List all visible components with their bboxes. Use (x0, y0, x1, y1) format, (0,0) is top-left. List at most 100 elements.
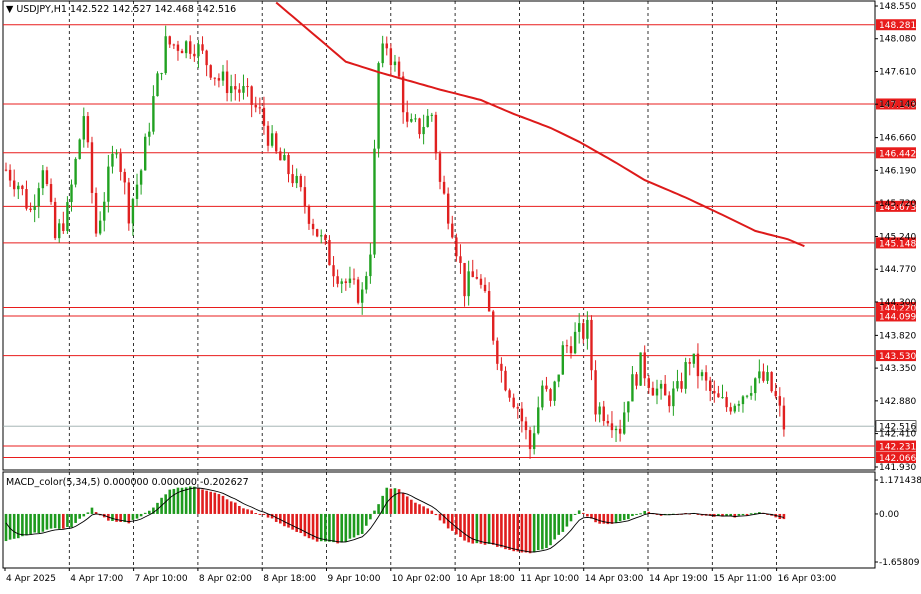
level-tag (876, 200, 916, 212)
level-tag (876, 452, 916, 464)
candle-down (279, 151, 282, 161)
macd-bar (639, 513, 642, 515)
macd-bar (205, 490, 208, 514)
candle-up (78, 139, 81, 159)
level-label: 142.231 (879, 443, 916, 453)
level-tag (876, 440, 916, 452)
macd-bar (287, 513, 290, 528)
candle-down (250, 86, 253, 105)
macd-bar (184, 487, 188, 514)
macd-bar (389, 488, 393, 514)
candle-down (459, 256, 462, 263)
x-tick-label: 11 Apr 10:00 (520, 574, 579, 584)
candle-up (184, 41, 188, 54)
candle-down (713, 390, 716, 394)
macd-bar (348, 513, 352, 539)
macd-bar (536, 513, 540, 551)
macd-bar (164, 494, 167, 514)
macd-bar (291, 513, 294, 530)
candle-down (704, 372, 708, 381)
candle-up (721, 397, 724, 399)
macd-bar (45, 513, 49, 530)
macd-bar (782, 513, 786, 520)
candle-up (655, 388, 659, 396)
candle-up (741, 396, 745, 405)
candle-up (365, 276, 368, 290)
candle-up (733, 405, 736, 412)
macd-bar (324, 513, 327, 542)
current-price-label: 142.516 (879, 423, 916, 433)
macd-bar (418, 504, 421, 514)
candle-down (266, 125, 270, 146)
candle-down (262, 107, 266, 126)
macd-bar (131, 513, 135, 520)
macd-bar (299, 513, 303, 534)
macd-bar (455, 513, 458, 535)
level-label: 143.530 (879, 352, 916, 362)
candle-up (148, 131, 151, 137)
macd-bar (364, 513, 368, 526)
x-tick-label: 15 Apr 11:00 (713, 574, 772, 584)
macd-bar (258, 513, 262, 515)
candle-down (123, 171, 126, 183)
macd-bar (520, 513, 524, 553)
level-label: 142.066 (879, 454, 916, 464)
macd-bar (262, 513, 266, 515)
x-tick-label: 8 Apr 02:00 (199, 574, 252, 584)
macd-bar (590, 513, 593, 519)
candle-up (33, 206, 36, 210)
macd-bar (225, 499, 229, 514)
candle-down (717, 393, 720, 398)
candle-up (74, 158, 77, 185)
macd-bar (696, 513, 700, 515)
macd-bar (176, 487, 180, 514)
candle-down (193, 53, 196, 57)
candle-down (172, 44, 176, 46)
macd-bar (516, 513, 520, 552)
candle-down (512, 397, 515, 408)
candle-down (401, 76, 405, 113)
x-tick-label: 4 Apr 2025 (6, 574, 56, 584)
y-tick-label: 143.350 (879, 364, 916, 374)
macd-bar (283, 513, 286, 527)
candle-down (442, 181, 446, 194)
candle-down (483, 284, 487, 292)
candle-up (430, 114, 434, 116)
candle-up (283, 154, 286, 161)
candle-up (623, 412, 626, 434)
candle-down (12, 180, 16, 190)
candle-down (770, 372, 773, 392)
macd-bar (229, 501, 233, 514)
macd-bar (647, 511, 651, 514)
candle-up (58, 223, 61, 239)
macd-bar (369, 513, 372, 520)
macd-bar (238, 505, 241, 514)
candle-up (221, 71, 225, 81)
macd-bar (631, 513, 634, 517)
macd-bar (610, 513, 614, 524)
level-label: 144.220 (879, 304, 916, 314)
candle-down (528, 430, 532, 450)
candle-up (586, 319, 589, 339)
candle-down (315, 229, 319, 237)
candle-down (455, 237, 458, 257)
macd-bar (614, 513, 618, 523)
candle-down (205, 50, 208, 66)
candle-up (144, 136, 147, 171)
macd-bar (328, 513, 331, 542)
candle-down (275, 133, 278, 152)
macd-bar (553, 513, 556, 540)
macd-bar (221, 495, 225, 514)
candle-down (500, 363, 503, 371)
candle-down (180, 50, 184, 54)
macd-bar (315, 513, 319, 542)
candle-up (340, 281, 343, 284)
macd-bar (33, 513, 36, 533)
candle-up (197, 44, 200, 57)
macd-bar (66, 513, 69, 527)
candle-down (356, 279, 360, 303)
candle-up (766, 372, 769, 381)
candle-down (635, 374, 638, 386)
candle-up (369, 254, 372, 277)
